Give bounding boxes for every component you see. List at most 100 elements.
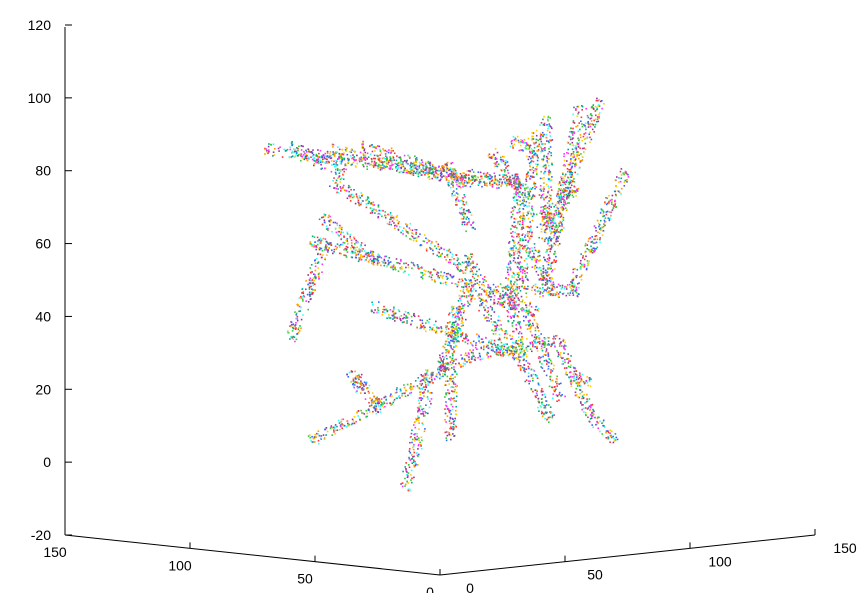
data-point (405, 314, 407, 317)
data-point (465, 201, 468, 203)
data-point (509, 260, 511, 263)
data-point (516, 288, 518, 290)
data-point (345, 190, 348, 192)
data-point (537, 139, 539, 142)
data-point (422, 411, 424, 413)
data-point (364, 253, 367, 256)
data-point (460, 335, 462, 338)
data-point (340, 232, 342, 234)
data-point (419, 441, 421, 444)
data-point (268, 150, 270, 153)
data-point (361, 256, 364, 258)
data-point (464, 180, 466, 182)
data-point (537, 289, 540, 292)
data-point (447, 261, 450, 264)
data-point (371, 160, 373, 163)
data-point (481, 185, 483, 188)
data-point (415, 239, 418, 242)
data-point (357, 250, 359, 253)
data-point (331, 164, 333, 166)
data-point (358, 257, 361, 259)
data-point (563, 155, 565, 158)
data-point (364, 415, 367, 418)
data-point (456, 178, 458, 180)
data-point (566, 179, 568, 182)
data-point (461, 221, 464, 224)
data-point (518, 278, 521, 281)
data-point (339, 153, 342, 156)
data-point (274, 148, 276, 150)
data-point (581, 109, 583, 111)
data-point (571, 131, 574, 133)
data-point (528, 205, 530, 207)
data-point (493, 342, 496, 345)
data-point (451, 427, 453, 430)
data-point (445, 281, 448, 284)
data-point (349, 155, 352, 157)
data-point (465, 318, 467, 321)
data-point (555, 226, 558, 228)
data-point (542, 118, 544, 121)
data-point (549, 230, 551, 232)
data-point (440, 367, 442, 369)
data-point (542, 190, 545, 192)
data-point (374, 163, 377, 165)
z-tick-label: 20 (35, 381, 51, 397)
data-point (550, 239, 552, 242)
data-point (337, 169, 339, 171)
data-point (474, 280, 477, 282)
data-point (562, 181, 564, 183)
data-point (456, 259, 459, 262)
data-point (581, 160, 583, 162)
data-point (443, 271, 446, 274)
data-point (536, 165, 538, 168)
data-point (437, 272, 440, 274)
data-point (499, 295, 501, 298)
data-point (499, 351, 501, 354)
data-point (400, 231, 402, 234)
data-point (485, 294, 488, 296)
data-point (514, 313, 516, 316)
data-point (392, 264, 395, 267)
data-point (451, 323, 453, 326)
data-point (533, 143, 536, 145)
data-point (367, 202, 369, 205)
data-point (421, 164, 424, 166)
data-point (329, 221, 331, 223)
data-point (378, 254, 380, 257)
data-point (454, 172, 457, 175)
data-point (450, 426, 452, 428)
data-point (434, 281, 436, 283)
data-point (347, 162, 349, 164)
data-point (582, 135, 585, 138)
data-point (473, 288, 475, 290)
data-point (419, 266, 422, 269)
data-point (572, 179, 574, 182)
data-point (546, 157, 549, 160)
data-point (446, 405, 448, 408)
data-point (512, 231, 514, 233)
data-point (326, 254, 328, 256)
data-point (583, 147, 585, 150)
data-point (410, 323, 412, 326)
data-point (342, 178, 345, 180)
data-point (433, 166, 436, 168)
data-point (578, 154, 580, 156)
data-point (348, 195, 350, 197)
data-point (405, 223, 407, 225)
data-point (354, 256, 357, 259)
data-point (442, 369, 444, 371)
data-point (464, 354, 466, 356)
data-point (523, 245, 525, 248)
data-point (379, 165, 381, 167)
data-point (438, 166, 440, 168)
data-point (553, 231, 555, 233)
data-point (514, 218, 517, 220)
data-point (525, 200, 528, 203)
data-point (531, 186, 534, 189)
data-point (422, 407, 425, 410)
data-point (570, 154, 572, 157)
data-point (546, 260, 548, 263)
data-point (390, 152, 392, 154)
data-point (577, 154, 579, 157)
